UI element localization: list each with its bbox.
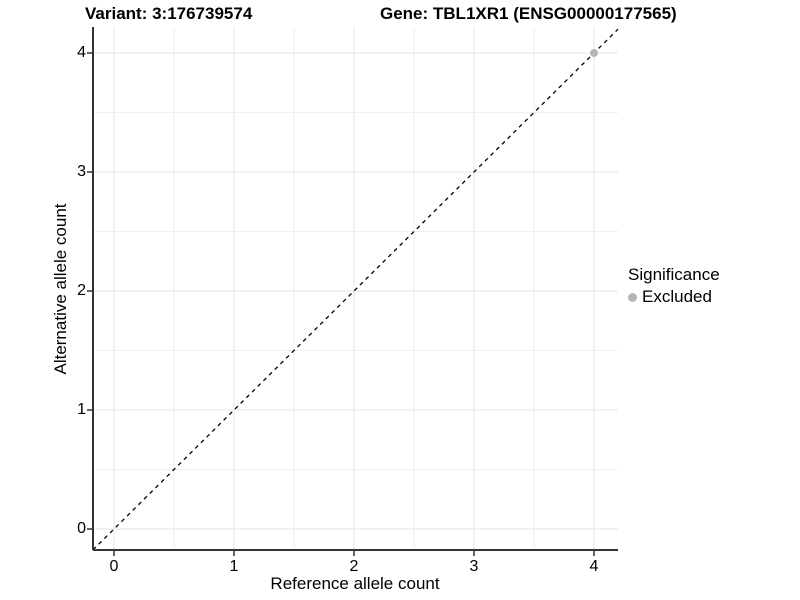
data-point: [590, 49, 598, 57]
x-tick-label: 1: [229, 558, 239, 575]
chart-title-variant: Variant: 3:176739574: [85, 4, 253, 23]
x-tick-label: 4: [589, 558, 599, 575]
x-tick-label: 0: [109, 558, 119, 575]
y-tick-label: 0: [77, 520, 86, 537]
y-tick-label: 3: [77, 163, 86, 180]
y-axis-title: Alternative allele count: [51, 203, 70, 375]
x-tick-label: 3: [469, 558, 479, 575]
y-tick-label: 1: [77, 401, 86, 418]
legend-title: Significance: [628, 265, 720, 284]
y-tick-label: 2: [77, 282, 86, 299]
x-axis-title: Reference allele count: [270, 574, 440, 593]
legend-item-excluded: Excluded: [628, 286, 720, 308]
excluded-point-icon: [628, 292, 637, 302]
legend: Significance Excluded: [628, 264, 720, 308]
x-tick-label: 2: [349, 558, 359, 575]
y-tick-label: 4: [77, 44, 86, 61]
chart-title-gene: Gene: TBL1XR1 (ENSG00000177565): [380, 4, 677, 23]
legend-item-label: Excluded: [642, 287, 712, 306]
